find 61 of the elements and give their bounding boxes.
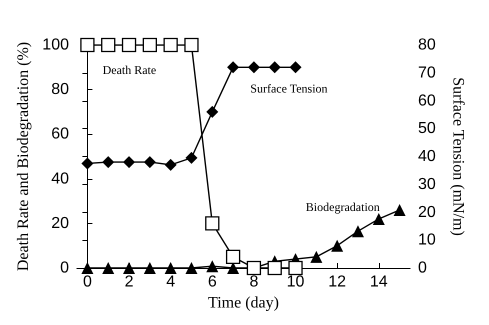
point [331,240,344,252]
y2-axis-title: Surface Tension (mN/m) [450,77,466,236]
point [184,38,199,52]
point [164,262,177,274]
point [268,260,282,276]
series-label: Biodegradation [306,200,380,214]
y-tick-label: 80 [51,81,70,98]
x-tick-label: 12 [328,274,346,290]
point [185,262,198,274]
series-label: Surface Tension [250,81,328,96]
y-tick-label: 0 [60,260,70,276]
y2-tick-label: 10 [418,232,436,249]
y-tick-label: 60 [51,126,70,143]
point [102,262,114,274]
y-axis-title: Death Rate and Biodegradation (%) [14,42,32,272]
point [164,38,178,52]
point [290,61,302,74]
point [123,262,136,274]
point [101,38,116,52]
y-tick-label: 40 [51,170,70,188]
y2-tick-label: 70 [418,64,436,82]
x-axis-title: Time (day) [208,294,279,312]
point [81,157,94,170]
y2-tick-label: 30 [418,176,436,193]
point [206,260,218,272]
point [352,225,364,238]
y2-tick-label: 20 [418,204,436,221]
x-tick-label: 2 [124,274,134,290]
point [81,262,94,274]
point [227,61,240,74]
point [122,38,136,52]
y2-tick-label: 0 [418,260,427,276]
point [268,61,281,74]
point [102,156,114,168]
point [144,262,156,274]
x-tick-label: 14 [370,274,388,290]
point [394,204,406,216]
x-tick-label: 6 [208,274,217,290]
y-tick-label: 20 [51,214,70,232]
x-tick-label: 10 [286,274,305,290]
point [164,158,177,171]
x-tick-label: 4 [166,274,176,290]
x-tick-label: 0 [82,274,92,290]
point [144,156,156,168]
series-label: Death Rate [102,63,156,77]
point [206,106,218,118]
point [142,38,157,52]
y-tick-label: 100 [42,36,70,54]
point [226,250,240,264]
point [80,38,95,52]
point [372,212,385,225]
y2-tick-label: 50 [418,120,436,138]
point [288,260,303,276]
point [248,61,260,74]
x-tick-label: 8 [249,274,258,290]
y2-tick-label: 40 [418,148,436,165]
y2-tick-label: 80 [418,36,436,54]
point [310,250,322,263]
point [185,152,198,164]
point [123,156,136,168]
y2-tick-label: 60 [418,92,436,110]
